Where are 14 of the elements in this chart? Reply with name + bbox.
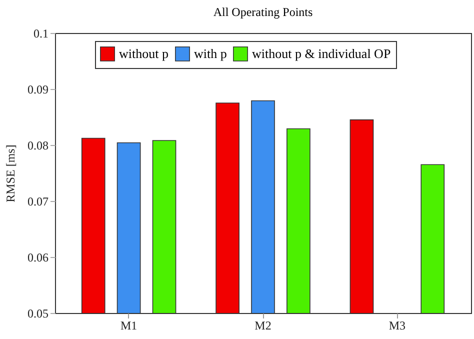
legend-label: without p & individual OP [252, 46, 391, 61]
y-tick-label: 0.08 [28, 138, 48, 152]
x-tick-label: M2 [254, 318, 272, 332]
y-tick-label: 0.07 [28, 194, 48, 208]
y-tick-label: 0.05 [28, 306, 48, 320]
y-tick-label: 0.1 [34, 26, 48, 40]
y-tick-label: 0.06 [28, 250, 48, 264]
chart-title: All Operating Points [213, 5, 313, 19]
y-axis-title: RMSE [ms] [4, 144, 18, 202]
x-tick-label: M1 [120, 318, 138, 332]
y-tick-label: 0.09 [28, 82, 48, 96]
x-tick-label: M3 [388, 318, 406, 332]
legend-label: without p [119, 46, 168, 61]
legend-label: with p [194, 46, 227, 61]
